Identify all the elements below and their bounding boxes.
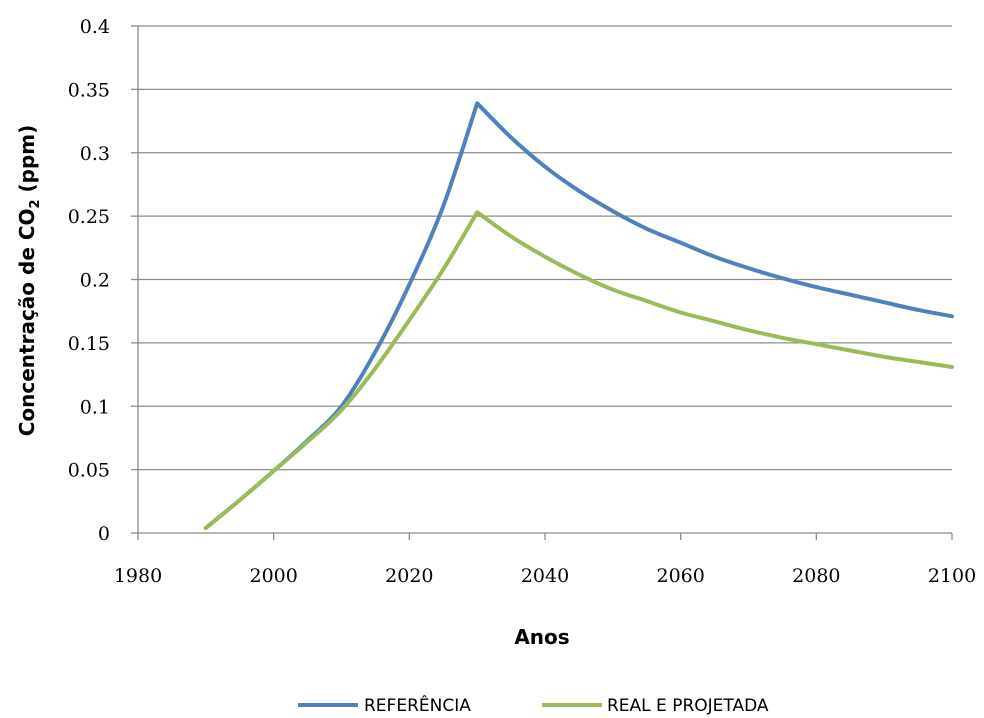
x-tick-label: 2100 <box>928 565 976 587</box>
y-tick-label: 0.05 <box>68 460 110 482</box>
y-axis-title: Concentração de CO2 (ppm) <box>15 125 43 437</box>
x-tick-label: 1980 <box>114 565 162 587</box>
x-tick-label: 2020 <box>385 565 433 587</box>
x-tick-label: 2040 <box>521 565 569 587</box>
y-axis-title-subscript: 2 <box>28 199 43 208</box>
x-axis-title: Anos <box>514 625 569 649</box>
y-tick-label: 0.25 <box>68 206 110 228</box>
y-tick-label: 0 <box>98 523 110 545</box>
series-line-1 <box>203 210 954 530</box>
y-tick-label: 0.3 <box>80 143 110 165</box>
y-tick-label: 0.1 <box>80 396 110 418</box>
x-tick-label: 2060 <box>656 565 704 587</box>
y-tick-label: 0.2 <box>80 270 110 292</box>
y-tick-label: 0.35 <box>68 79 110 101</box>
y-axis-title-main: Concentração de CO <box>15 208 39 436</box>
legend: REFERÊNCIA REAL E PROJETADA <box>298 694 769 716</box>
y-tick-label: 0.4 <box>80 16 110 38</box>
legend-label-referencia: REFERÊNCIA <box>364 694 471 716</box>
y-tick-label: 0.15 <box>68 333 110 355</box>
series-line-0 <box>203 101 954 530</box>
legend-label-real-e-projetada: REAL E PROJETADA <box>607 696 769 716</box>
x-tick-label: 2080 <box>792 565 840 587</box>
y-axis-title-unit: (ppm) <box>15 125 39 200</box>
x-tick-label: 2000 <box>249 565 297 587</box>
